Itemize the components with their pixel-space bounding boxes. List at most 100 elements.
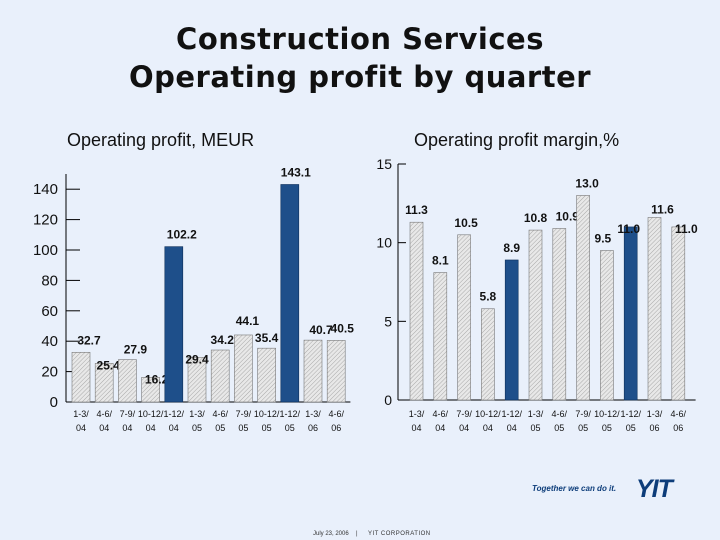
category-label: 04 — [99, 423, 109, 433]
bar — [457, 234, 471, 401]
category-label: 1-3/ — [305, 409, 321, 419]
category-label: 04 — [76, 423, 86, 433]
category-label: 04 — [483, 423, 493, 433]
category-label: 1-3/ — [189, 409, 205, 419]
data-label: 29.4 — [185, 352, 209, 366]
data-label: 11.0 — [675, 222, 698, 236]
y-tick-label: 20 — [41, 364, 58, 381]
data-label: 8.1 — [432, 254, 449, 268]
data-label: 35.4 — [255, 331, 279, 345]
bar — [671, 226, 686, 401]
y-tick-label: 5 — [384, 313, 392, 329]
y-tick-label: 40 — [41, 333, 58, 350]
data-label: 13.0 — [575, 176, 599, 190]
y-tick-label: 140 — [33, 181, 58, 198]
footer-company: YIT CORPORATION — [368, 531, 431, 537]
category-label: 10-12/ — [475, 409, 501, 419]
category-label: 1-3/ — [73, 409, 89, 419]
category-label: 7-9/ — [575, 409, 591, 419]
data-label: 11.3 — [405, 203, 428, 217]
category-label: 7-9/ — [236, 409, 252, 419]
category-label: 4-6/ — [328, 409, 344, 419]
footer-date: July 23, 2006 — [313, 531, 349, 537]
y-tick-label: 80 — [41, 272, 58, 289]
category-label: 1-12/ — [164, 409, 185, 419]
y-tick-label: 60 — [41, 303, 58, 320]
bar — [210, 349, 230, 403]
data-label: 10.8 — [524, 211, 548, 225]
right-chart-title: Operating profit margin,% — [414, 130, 620, 150]
category-label: 05 — [602, 423, 612, 433]
title-line-1: Construction Services — [176, 22, 544, 56]
bar — [94, 363, 114, 403]
y-tick-label: 0 — [384, 392, 392, 408]
data-label: 143.1 — [281, 165, 311, 179]
category-label: 05 — [626, 423, 636, 433]
category-label: 06 — [649, 423, 659, 433]
bar — [433, 272, 448, 401]
bar — [647, 217, 662, 401]
category-label: 05 — [554, 423, 564, 433]
bar — [164, 246, 184, 403]
category-label: 04 — [459, 423, 469, 433]
bar — [600, 250, 614, 401]
category-label: 1-12/ — [280, 409, 301, 419]
data-label: 102.2 — [167, 228, 197, 242]
data-label: 27.9 — [124, 343, 148, 357]
right-chart-margin: 05101511.31-3/048.14-6/0410.57-9/045.810… — [376, 156, 698, 433]
category-label: 05 — [578, 423, 588, 433]
category-label: 7-9/ — [456, 409, 472, 419]
data-label: 40.7 — [309, 323, 333, 337]
bar — [141, 377, 160, 403]
data-label: 5.8 — [480, 290, 497, 304]
category-label: 05 — [285, 423, 295, 433]
category-label: 10-12/ — [254, 409, 280, 419]
category-label: 7-9/ — [120, 409, 136, 419]
category-label: 4-6/ — [552, 409, 568, 419]
y-tick-label: 120 — [33, 212, 58, 229]
bar — [187, 357, 207, 403]
category-label: 04 — [122, 423, 132, 433]
footer-separator: | — [356, 531, 358, 537]
category-label: 05 — [215, 423, 225, 433]
category-label: 04 — [507, 423, 517, 433]
category-label: 06 — [308, 423, 318, 433]
category-label: 04 — [411, 423, 421, 433]
y-tick-label: 15 — [376, 156, 392, 172]
bar — [280, 184, 300, 403]
category-label: 04 — [435, 423, 445, 433]
data-label: 11.6 — [651, 202, 674, 216]
bar — [326, 340, 346, 403]
category-label: 1-3/ — [647, 409, 663, 419]
data-label: 10.9 — [556, 210, 580, 224]
bar — [409, 221, 424, 401]
data-label: 8.9 — [503, 241, 520, 255]
category-label: 04 — [146, 423, 156, 433]
data-label: 40.5 — [331, 321, 355, 335]
data-label: 10.5 — [454, 216, 478, 230]
category-label: 1-12/ — [620, 409, 641, 419]
category-label: 10-12/ — [138, 409, 164, 419]
bar — [623, 226, 638, 401]
left-chart-operating-profit: 0 20 40 60 80 100 120 140 32.7 1-3/04 25.4 4-6/04 27… — [33, 165, 354, 433]
data-label: 44.1 — [236, 314, 260, 328]
category-label: 05 — [530, 423, 540, 433]
y-tick-label: 10 — [376, 235, 392, 251]
bar — [257, 347, 276, 403]
category-label: 4-6/ — [433, 409, 449, 419]
bar — [118, 359, 137, 403]
y-tick-label: 0 — [50, 394, 58, 411]
category-label: 05 — [238, 423, 248, 433]
data-label: 11.0 — [617, 222, 640, 236]
category-label: 05 — [192, 423, 202, 433]
slogan: Together we can do it. — [532, 484, 617, 493]
yit-logo: YIT — [636, 475, 673, 503]
data-label: 32.7 — [77, 333, 101, 347]
bar — [576, 195, 590, 401]
bar — [481, 308, 495, 401]
category-label: 06 — [331, 423, 341, 433]
category-label: 4-6/ — [671, 409, 687, 419]
data-label: 34.2 — [211, 333, 235, 347]
bar — [528, 229, 543, 401]
category-label: 04 — [169, 423, 179, 433]
